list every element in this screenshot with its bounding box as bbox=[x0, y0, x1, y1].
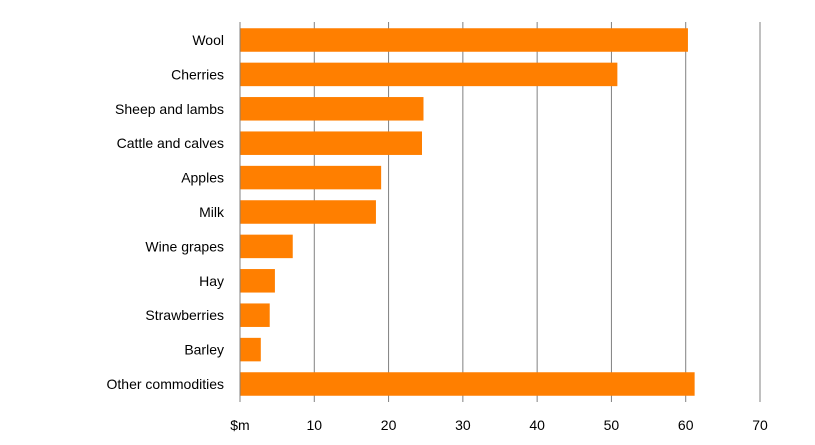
bar-other-commodities bbox=[240, 372, 695, 396]
x-tick-label-1: 10 bbox=[306, 417, 322, 433]
category-label-wool: Wool bbox=[192, 32, 224, 48]
x-tick-label-5: 50 bbox=[604, 417, 620, 433]
bar-milk bbox=[240, 200, 376, 224]
bar-barley bbox=[240, 337, 261, 362]
category-label-milk: Milk bbox=[199, 204, 225, 220]
x-tick-label-3: 30 bbox=[455, 417, 471, 433]
bar-cherries bbox=[240, 62, 618, 87]
category-label-apples: Apples bbox=[181, 170, 224, 186]
category-label-cattle-and-calves: Cattle and calves bbox=[117, 135, 224, 151]
x-tick-labels: $m 10 20 30 40 50 60 70 bbox=[230, 417, 768, 433]
category-label-barley: Barley bbox=[184, 342, 224, 358]
category-label-other-commodities: Other commodities bbox=[107, 376, 224, 392]
x-tick-label-7: 70 bbox=[752, 417, 768, 433]
category-labels: Wool Cherries Sheep and lambs Cattle and ca… bbox=[107, 32, 225, 392]
category-label-sheep-and-lambs: Sheep and lambs bbox=[115, 101, 224, 117]
category-label-hay: Hay bbox=[199, 273, 224, 289]
x-tick-label-0: $m bbox=[230, 417, 249, 433]
bar-hay bbox=[240, 269, 275, 293]
bar-cattle-and-calves bbox=[240, 131, 422, 155]
bar-wine-grapes bbox=[240, 234, 293, 259]
bar-apples bbox=[240, 165, 382, 190]
category-label-wine-grapes: Wine grapes bbox=[145, 238, 224, 254]
bars bbox=[240, 28, 695, 396]
bar-strawberries bbox=[240, 303, 270, 327]
x-tick-label-2: 20 bbox=[381, 417, 397, 433]
bar-sheep-and-lambs bbox=[240, 97, 424, 121]
x-tick-label-6: 60 bbox=[678, 417, 694, 433]
bar-wool bbox=[240, 28, 688, 52]
x-tick-label-4: 40 bbox=[529, 417, 545, 433]
category-label-cherries: Cherries bbox=[171, 66, 224, 82]
category-label-strawberries: Strawberries bbox=[145, 307, 224, 323]
